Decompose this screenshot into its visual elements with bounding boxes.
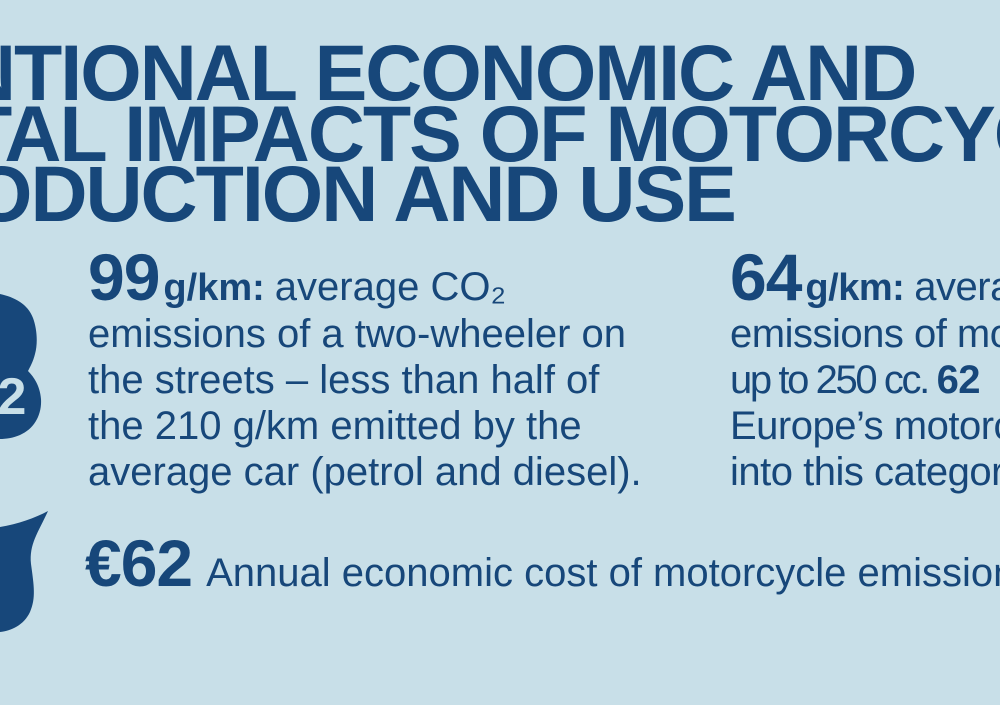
stat-left-co2: 99 g/km: average CO₂ emissions of a two-wh… (88, 244, 642, 495)
stat-left-line-5: average car (petrol and diesel). (88, 450, 642, 494)
stat-right-co2: 64g/km:avera emissions of mot up to 250 … (730, 244, 1000, 495)
stat-right-line-1: 64g/km:avera (730, 244, 1000, 311)
euro-line1-text: Annual economic cost of motorcycle emiss… (206, 551, 1000, 595)
euro-value: €62 (85, 526, 193, 600)
stat-right-value: 64 (730, 240, 802, 314)
wing-icon (0, 511, 48, 632)
stat-left-line-2: emissions of a two-wheeler on (88, 312, 627, 356)
co2-cloud-icon: 2 (0, 294, 42, 439)
title-line-1: NTIONAL ECONOMIC AND (0, 28, 917, 117)
stat-left-line1-text: average CO₂ (274, 265, 506, 309)
euro-line-1: €62 Annual economic cost of motorcycle em… (85, 530, 1000, 596)
stat-right-line3-prefix: up to 250 cc. (730, 358, 937, 402)
stat-left-line-3: the streets – less than half of (88, 358, 600, 402)
stat-left-line-4: the 210 g/km emitted by the (88, 404, 582, 448)
euro-cost-section: €62 Annual economic cost of motorcycle em… (85, 530, 1000, 596)
stat-left-value: 99 (88, 240, 160, 314)
co2-subscript-label: 2 (0, 368, 26, 426)
stat-right-line-2: emissions of mot (730, 312, 1000, 356)
title-line-3: ODUCTION AND USE (0, 149, 737, 238)
stat-right-line-3: up to 250 cc. 62 (730, 357, 1000, 403)
stat-right-line1-text: avera (914, 265, 1000, 309)
stat-right-line-4: Europe’s motorc (730, 404, 1000, 448)
stat-left-line-1: 99 g/km: average CO₂ (88, 244, 642, 311)
stat-right-line-5: into this categor (730, 450, 1000, 494)
title-line-2: TAL IMPACTS OF MOTORCYCLE (0, 89, 1000, 178)
stat-right-unit: g/km: (805, 267, 905, 309)
stat-right-line3-bold: 62 (936, 358, 981, 402)
stat-left-unit: g/km: (163, 267, 265, 309)
